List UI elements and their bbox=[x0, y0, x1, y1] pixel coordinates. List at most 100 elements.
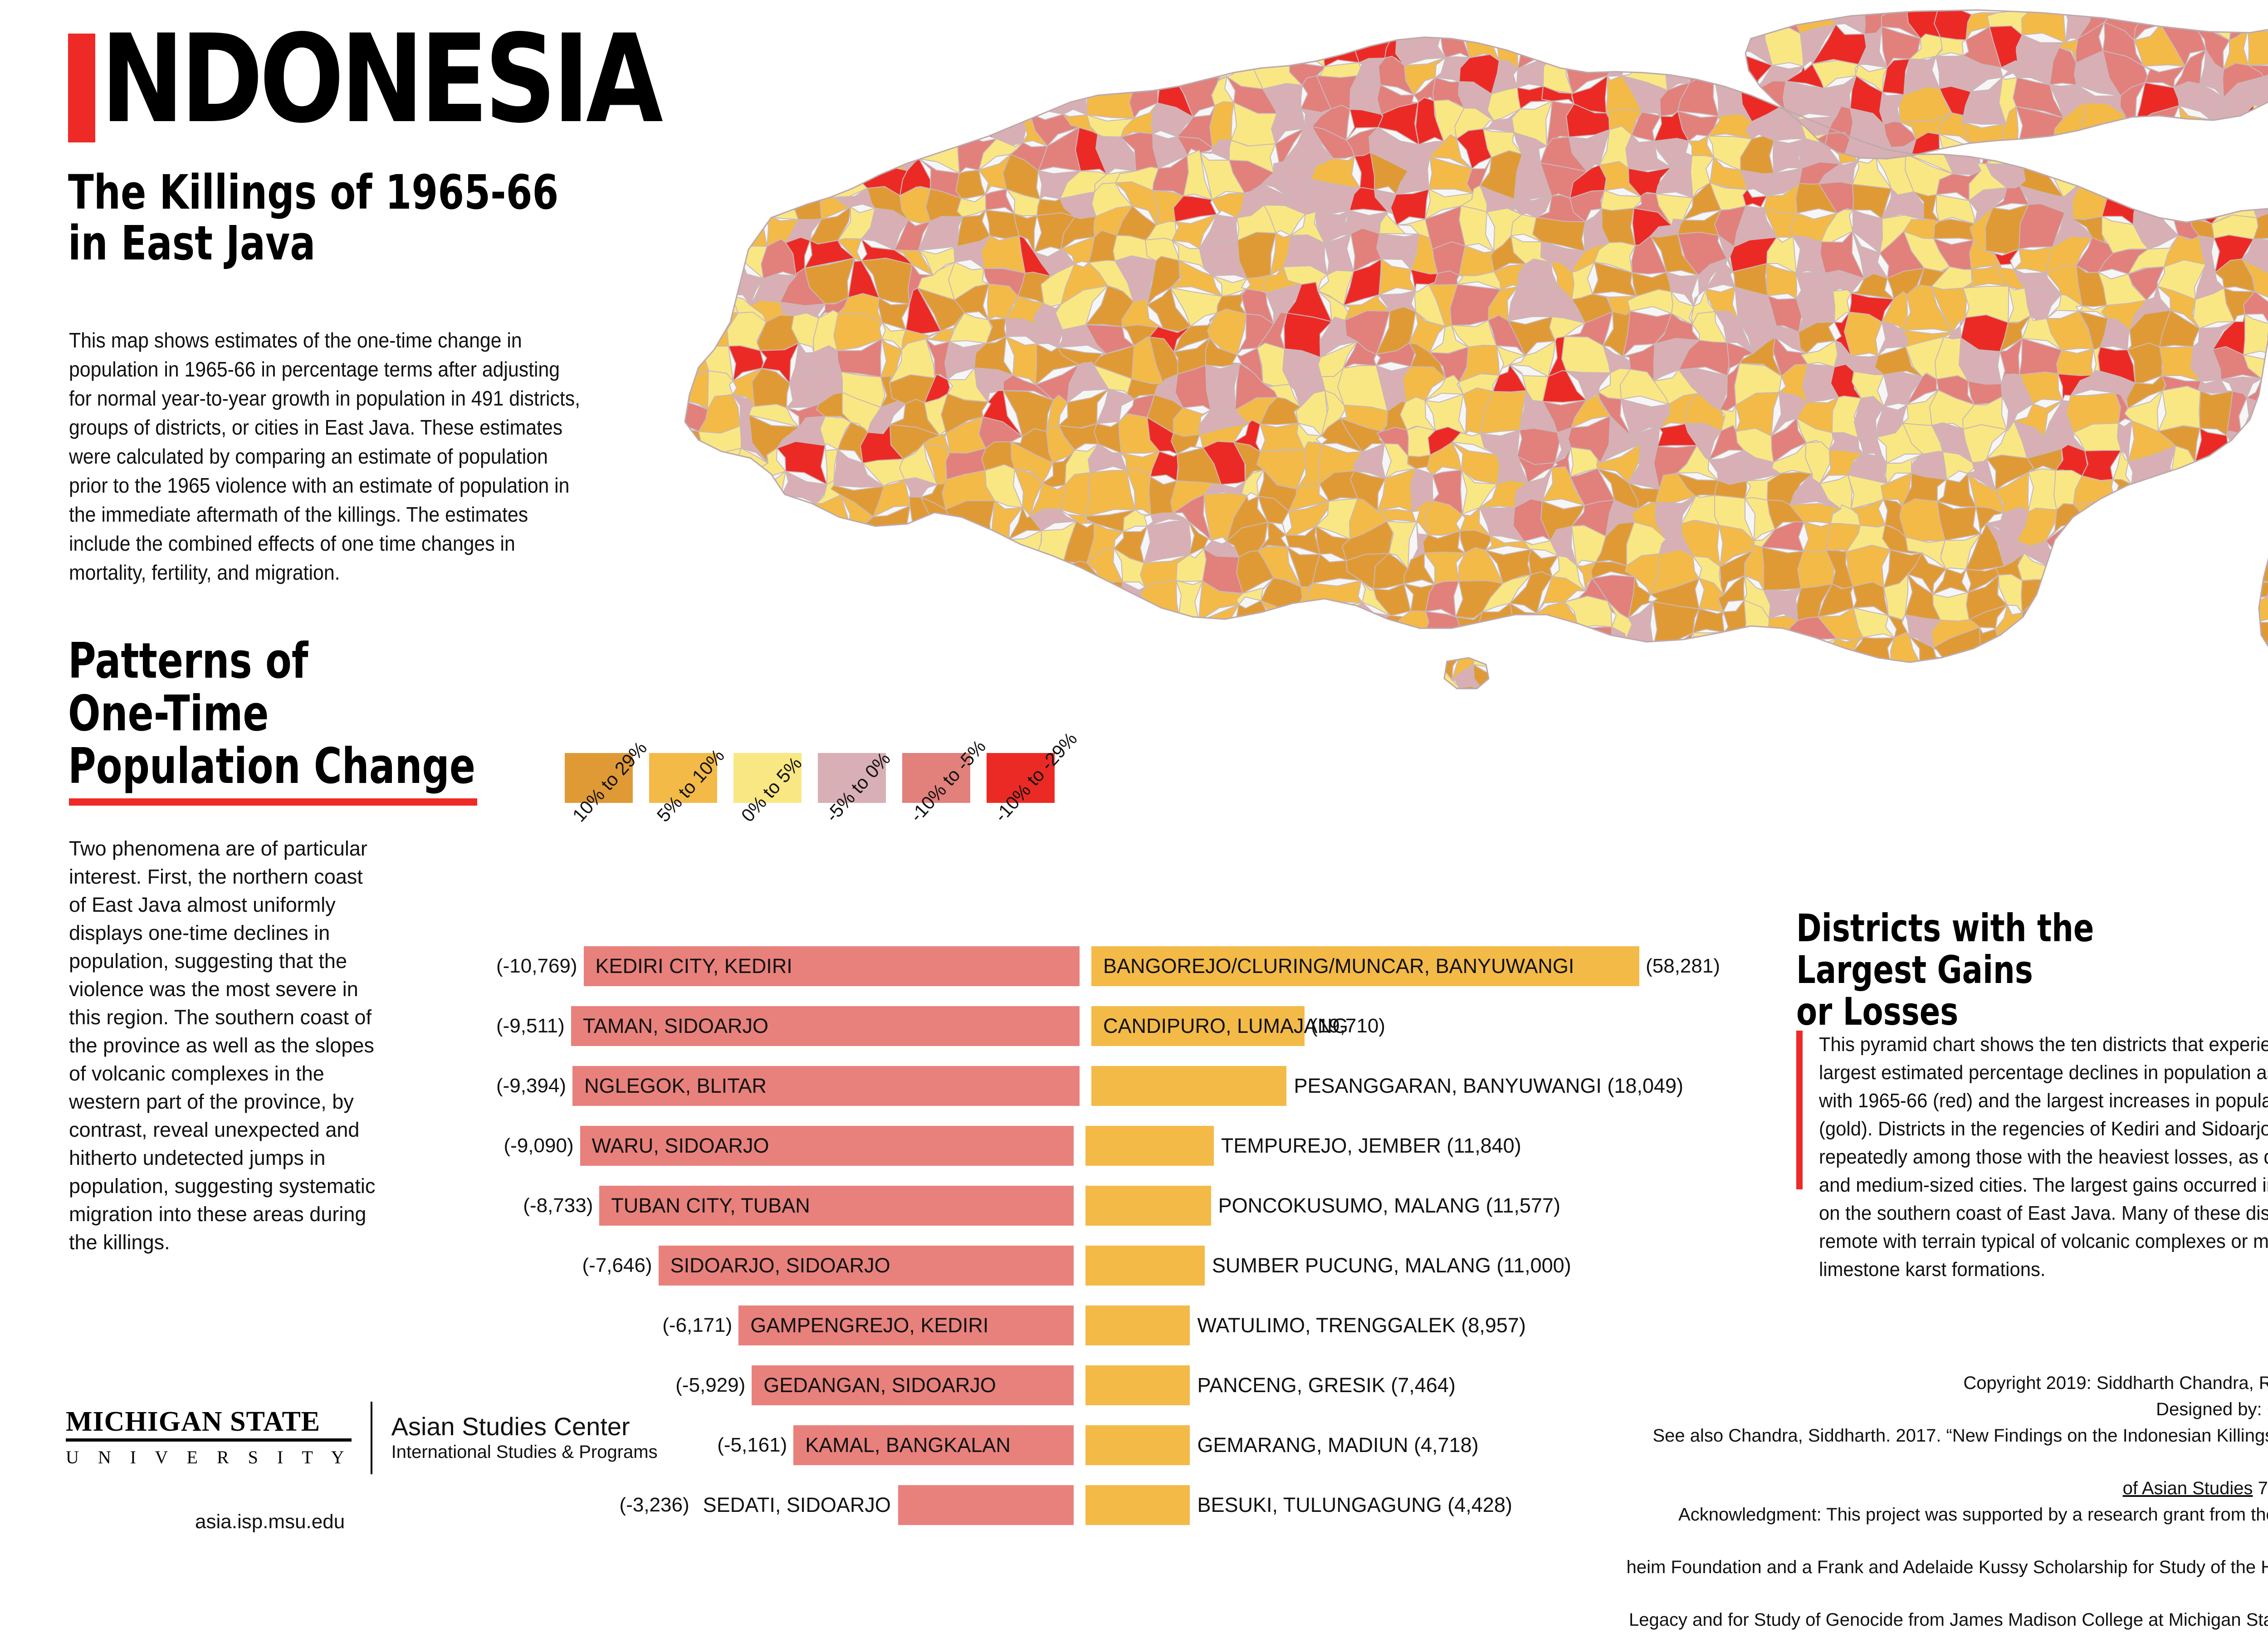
loss-value: (-7,646) bbox=[582, 1254, 652, 1276]
map-district bbox=[1170, 47, 1221, 83]
map-district bbox=[833, 653, 868, 662]
map-district bbox=[2078, 631, 2112, 661]
map-district bbox=[2112, 522, 2150, 563]
map-district bbox=[844, 133, 875, 165]
map-district bbox=[842, 37, 873, 68]
map-district bbox=[1316, 629, 1349, 662]
map-district bbox=[1243, 660, 1271, 662]
map-district bbox=[872, 75, 896, 121]
map-district bbox=[2043, 601, 2091, 647]
map-district bbox=[701, 527, 741, 566]
map-district bbox=[1658, 37, 1695, 69]
map-district bbox=[958, 630, 991, 662]
map-district bbox=[2190, 553, 2234, 592]
map-district bbox=[2214, 669, 2255, 699]
pyramid-row: (-8,733) TUBAN CITY, TUBAN PONCOKUSUMO, MA… bbox=[490, 1183, 1715, 1228]
msu-logo: MICHIGAN STATE U N I V E R S I T Y bbox=[66, 1407, 352, 1470]
map-district bbox=[838, 560, 885, 597]
credits-citation-line-1: See also Chandra, Siddharth. 2017. “New … bbox=[1606, 1423, 2268, 1475]
map-district bbox=[2079, 614, 2115, 639]
map-district bbox=[754, 470, 787, 513]
map-district bbox=[685, 552, 709, 584]
patterns-paragraph: Two phenomena are of particular interest… bbox=[69, 837, 376, 1254]
map-district bbox=[949, 57, 992, 84]
map-district bbox=[857, 527, 911, 569]
map-district bbox=[2209, 591, 2263, 611]
map-district bbox=[685, 604, 706, 643]
map-district bbox=[1062, 50, 1098, 86]
map-district bbox=[1035, 652, 1075, 662]
map-coastline-mainland bbox=[684, 36, 2268, 663]
loss-label: SIDOARJO, SIDOARJO bbox=[670, 1254, 890, 1277]
map-district bbox=[906, 528, 941, 567]
map-district bbox=[945, 535, 993, 568]
map-district bbox=[2241, 258, 2268, 300]
map-district bbox=[1801, 660, 1840, 662]
map-district bbox=[2252, 104, 2268, 139]
map-district bbox=[739, 551, 768, 580]
map-district bbox=[934, 76, 963, 122]
map-district bbox=[817, 639, 847, 660]
map-district bbox=[1065, 579, 1105, 622]
map-district bbox=[1175, 663, 1222, 691]
map-district bbox=[2032, 644, 2065, 662]
map-district bbox=[2125, 656, 2165, 662]
map-district bbox=[1093, 37, 1143, 54]
map-district bbox=[2077, 133, 2126, 159]
map-district bbox=[756, 535, 797, 562]
map-district bbox=[980, 235, 1026, 274]
map-district bbox=[1086, 470, 1136, 517]
msu-url[interactable]: asia.isp.msu.edu bbox=[195, 1511, 345, 1533]
map-district bbox=[1001, 604, 1051, 646]
loss-bar: WARU, SIDOARJO bbox=[580, 1126, 1074, 1166]
map-district bbox=[1451, 664, 1485, 689]
map-district bbox=[1485, 660, 1529, 662]
pyramid-row: (-3,236) SEDATI, SIDOARJO BESUKI, TULUNGAG… bbox=[490, 1482, 1715, 1528]
map-district bbox=[2253, 208, 2268, 244]
pyramid-row: (-6,171) GAMPENGREJO, KEDIRI WATULIMO, TRE… bbox=[490, 1303, 1715, 1348]
map-district bbox=[1202, 37, 1246, 68]
map-district bbox=[2203, 119, 2229, 147]
gain-label-outside: PONCOKUSUMO, MALANG (11,577) bbox=[1218, 1194, 1560, 1217]
map-district bbox=[1092, 663, 1130, 689]
map-district bbox=[2222, 127, 2262, 172]
loss-label: KEDIRI CITY, KEDIRI bbox=[595, 954, 792, 978]
map-district bbox=[699, 633, 744, 662]
map-district bbox=[783, 578, 820, 622]
map-district bbox=[1006, 37, 1043, 71]
map-district bbox=[1001, 660, 1052, 662]
district-cells-penS bbox=[2259, 526, 2268, 653]
map-district bbox=[838, 586, 885, 617]
map-district bbox=[990, 663, 1023, 698]
loss-label: TUBAN CITY, TUBAN bbox=[611, 1194, 810, 1217]
msu-unit-parent: International Studies & Programs bbox=[391, 1442, 658, 1462]
map-district bbox=[989, 37, 1009, 65]
map-district bbox=[1761, 546, 1804, 591]
map-district bbox=[2189, 159, 2232, 197]
map-district bbox=[758, 578, 790, 622]
credits-ack-line-3: Legacy and for Study of Genocide from Ja… bbox=[1629, 1610, 2268, 1630]
loss-label: SEDATI, SIDOARJO bbox=[703, 1493, 891, 1516]
map-district bbox=[2131, 484, 2174, 515]
map-district bbox=[1146, 635, 1194, 662]
map-district bbox=[988, 559, 1025, 580]
map-district bbox=[1041, 50, 1078, 86]
map-district bbox=[1713, 631, 1752, 662]
gain-label: CANDIPURO, LUMAJANG bbox=[1103, 1014, 1349, 1037]
map-district bbox=[2170, 503, 2202, 537]
map-district bbox=[1316, 661, 1345, 662]
map-district bbox=[1843, 311, 1883, 357]
map-district bbox=[860, 653, 911, 662]
map-district bbox=[700, 553, 743, 584]
map-district bbox=[1874, 661, 1923, 662]
map-district bbox=[2249, 644, 2268, 662]
loss-value: (-6,171) bbox=[662, 1314, 733, 1336]
map-district bbox=[974, 601, 1012, 631]
map-district bbox=[2190, 140, 2226, 167]
map-district bbox=[2223, 521, 2258, 557]
map-district bbox=[701, 574, 743, 607]
map-district bbox=[1979, 627, 2009, 662]
map-district bbox=[922, 53, 963, 95]
map-district bbox=[797, 656, 821, 662]
map-district bbox=[889, 605, 937, 643]
